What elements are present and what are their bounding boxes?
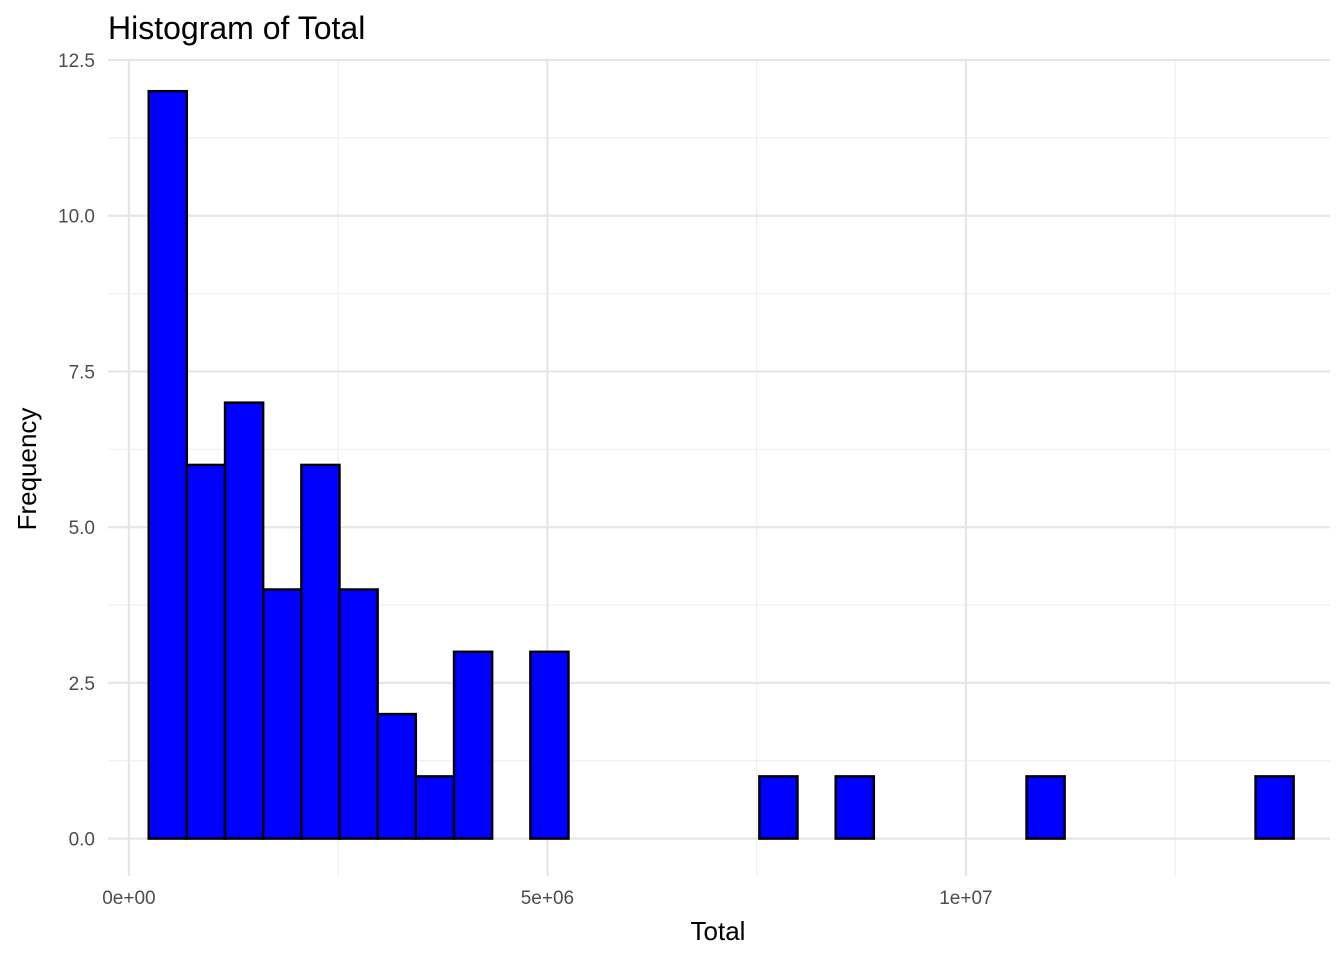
chart-title: Histogram of Total xyxy=(108,10,365,46)
histogram-bar xyxy=(1025,775,1066,840)
histogram-bar xyxy=(261,588,303,840)
histogram-bar xyxy=(529,650,570,840)
histogram-bar xyxy=(414,775,456,840)
x-tick-label: 1e+07 xyxy=(939,888,992,909)
histogram-bars xyxy=(147,89,1295,840)
histogram-bar xyxy=(300,463,341,840)
histogram-bar xyxy=(452,650,494,840)
histogram-bar xyxy=(1254,775,1295,840)
y-axis-ticks: 0.0 2.5 5.0 7.5 10.0 12.5 xyxy=(58,51,95,851)
y-tick-label: 5.0 xyxy=(69,518,95,539)
x-tick-label: 0e+00 xyxy=(102,888,155,909)
x-axis-title: Total xyxy=(691,916,746,946)
histogram-bar xyxy=(185,463,227,840)
x-axis-ticks: 0e+00 5e+06 1e+07 xyxy=(102,888,992,909)
histogram-bar xyxy=(147,89,189,840)
y-axis-title: Frequency xyxy=(12,408,42,531)
histogram-bar xyxy=(338,588,379,840)
histogram-bar xyxy=(376,712,418,840)
histogram-bar xyxy=(758,775,799,840)
y-tick-label: 10.0 xyxy=(58,207,95,228)
histogram-bar xyxy=(223,401,265,840)
y-tick-label: 2.5 xyxy=(69,674,95,695)
x-tick-label: 5e+06 xyxy=(521,888,574,909)
y-tick-label: 12.5 xyxy=(58,51,95,72)
histogram-bar xyxy=(834,775,876,840)
y-tick-label: 7.5 xyxy=(69,362,95,383)
y-tick-label: 0.0 xyxy=(69,830,95,851)
